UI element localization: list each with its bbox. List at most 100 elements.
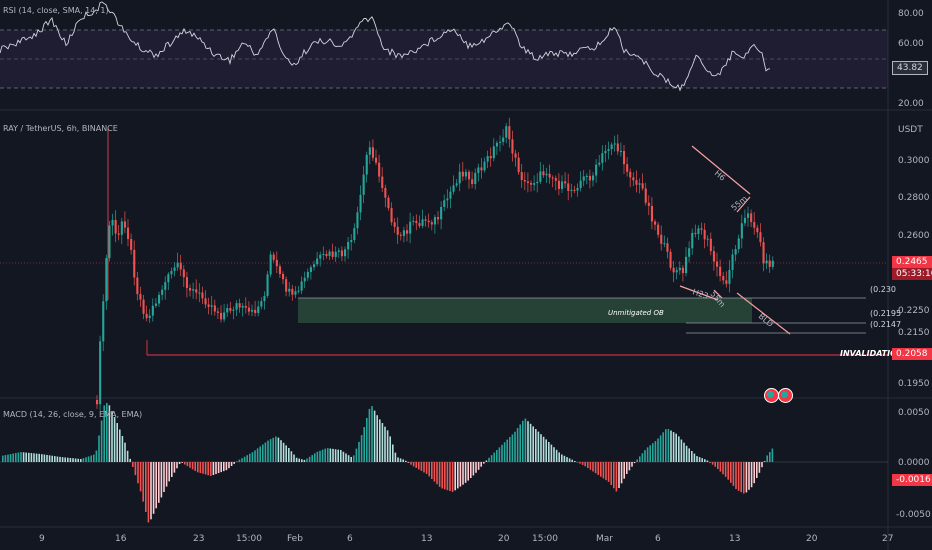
- candle-body[interactable]: [526, 181, 529, 183]
- invalidation-value-tag[interactable]: 0.2058: [892, 348, 932, 360]
- candle-body[interactable]: [285, 279, 288, 292]
- candle-body[interactable]: [334, 251, 337, 257]
- candle-body[interactable]: [340, 250, 343, 257]
- candle-body[interactable]: [350, 240, 353, 243]
- candle-body[interactable]: [396, 226, 399, 235]
- candle-body[interactable]: [117, 233, 120, 235]
- unmitigated-ob-zone[interactable]: [298, 298, 752, 323]
- candle-body[interactable]: [344, 249, 347, 257]
- candle-body[interactable]: [536, 181, 539, 184]
- candle-body[interactable]: [421, 219, 424, 226]
- candle-body[interactable]: [638, 183, 641, 185]
- candle-body[interactable]: [678, 267, 681, 271]
- candle-body[interactable]: [120, 221, 123, 235]
- candle-body[interactable]: [322, 253, 325, 255]
- candle-body[interactable]: [251, 309, 254, 312]
- candle-body[interactable]: [716, 261, 719, 267]
- time-axis[interactable]: 9 16 23 15:00 Feb 6 13 20 15:00 Mar 6 13…: [39, 534, 893, 544]
- candlestick-series[interactable]: [96, 117, 774, 411]
- candle-body[interactable]: [691, 232, 694, 249]
- candle-body[interactable]: [402, 230, 405, 236]
- candle-body[interactable]: [722, 276, 725, 281]
- candle-body[interactable]: [666, 243, 669, 252]
- candle-body[interactable]: [381, 176, 384, 188]
- candle-body[interactable]: [533, 183, 536, 185]
- candle-body[interactable]: [99, 341, 102, 405]
- candle-body[interactable]: [771, 260, 774, 267]
- candle-body[interactable]: [483, 161, 486, 171]
- candle-body[interactable]: [607, 149, 610, 151]
- candle-body[interactable]: [740, 223, 743, 239]
- candle-body[interactable]: [725, 280, 728, 284]
- candle-body[interactable]: [309, 267, 312, 272]
- candle-body[interactable]: [641, 183, 644, 189]
- candle-body[interactable]: [632, 177, 635, 181]
- candle-body[interactable]: [241, 305, 244, 308]
- candle-body[interactable]: [415, 220, 418, 224]
- candle-body[interactable]: [244, 305, 247, 308]
- candle-body[interactable]: [114, 220, 117, 234]
- candle-body[interactable]: [601, 153, 604, 163]
- candle-body[interactable]: [570, 189, 573, 191]
- candle-body[interactable]: [654, 221, 657, 225]
- candle-body[interactable]: [499, 141, 502, 143]
- candle-body[interactable]: [517, 157, 520, 173]
- candle-body[interactable]: [604, 150, 607, 154]
- candle-body[interactable]: [685, 256, 688, 274]
- candle-body[interactable]: [210, 305, 213, 307]
- candle-body[interactable]: [514, 153, 517, 158]
- candle-body[interactable]: [468, 171, 471, 180]
- candle-body[interactable]: [495, 142, 498, 147]
- candle-body[interactable]: [347, 242, 350, 250]
- candle-body[interactable]: [412, 220, 415, 222]
- candle-body[interactable]: [406, 230, 409, 234]
- candle-body[interactable]: [567, 183, 570, 191]
- candle-body[interactable]: [294, 291, 297, 295]
- candle-body[interactable]: [362, 174, 365, 195]
- candle-body[interactable]: [139, 294, 142, 300]
- candle-body[interactable]: [530, 182, 533, 185]
- candle-body[interactable]: [399, 234, 402, 236]
- candle-body[interactable]: [424, 219, 427, 221]
- candle-body[interactable]: [508, 126, 511, 140]
- candle-body[interactable]: [595, 164, 598, 176]
- candle-body[interactable]: [681, 267, 684, 274]
- candle-body[interactable]: [647, 202, 650, 206]
- candle-body[interactable]: [266, 274, 269, 296]
- candle-body[interactable]: [486, 156, 489, 162]
- candle-body[interactable]: [319, 254, 322, 259]
- candle-body[interactable]: [176, 262, 179, 268]
- candle-body[interactable]: [588, 175, 591, 181]
- candle-body[interactable]: [703, 229, 706, 240]
- candle-body[interactable]: [694, 232, 697, 234]
- candle-body[interactable]: [375, 157, 378, 163]
- candle-body[interactable]: [719, 266, 722, 277]
- macd-value-tag[interactable]: -0.0016: [892, 474, 932, 486]
- candle-body[interactable]: [675, 270, 678, 273]
- candle-body[interactable]: [502, 137, 505, 142]
- candle-body[interactable]: [418, 223, 421, 226]
- candle-body[interactable]: [672, 267, 675, 273]
- price-axis[interactable]: USDT 0.3000 0.2800 0.2600 0.2250 0.2150 …: [898, 125, 930, 389]
- candle-body[interactable]: [291, 288, 294, 295]
- candle-body[interactable]: [263, 295, 266, 302]
- candle-body[interactable]: [561, 181, 564, 189]
- candle-body[interactable]: [619, 151, 622, 153]
- candle-body[interactable]: [452, 185, 455, 192]
- candle-body[interactable]: [660, 234, 663, 244]
- candle-body[interactable]: [427, 220, 430, 223]
- candle-body[interactable]: [254, 309, 257, 313]
- candle-body[interactable]: [564, 181, 567, 184]
- candle-body[interactable]: [353, 228, 356, 241]
- candle-body[interactable]: [480, 167, 483, 171]
- candle-body[interactable]: [185, 277, 188, 289]
- candle-body[interactable]: [130, 239, 133, 250]
- candle-body[interactable]: [272, 254, 275, 260]
- candle-body[interactable]: [743, 217, 746, 224]
- candle-body[interactable]: [297, 290, 300, 292]
- candle-body[interactable]: [585, 175, 588, 177]
- candle-body[interactable]: [247, 307, 250, 312]
- candle-body[interactable]: [161, 289, 164, 295]
- candle-body[interactable]: [471, 179, 474, 184]
- candle-body[interactable]: [238, 303, 241, 308]
